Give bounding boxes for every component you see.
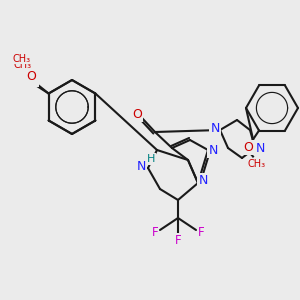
Text: F: F (152, 226, 158, 238)
Text: N: N (136, 160, 146, 172)
Text: F: F (175, 235, 181, 248)
Text: O: O (28, 73, 38, 86)
Text: O: O (243, 141, 253, 154)
Text: N: N (198, 175, 208, 188)
Text: CH₃: CH₃ (248, 158, 266, 169)
Text: N: N (208, 143, 218, 157)
Text: CH₃: CH₃ (13, 53, 31, 64)
Text: H: H (147, 154, 155, 164)
Text: O: O (132, 107, 142, 121)
Text: F: F (198, 226, 204, 238)
Text: O: O (27, 70, 37, 83)
Text: N: N (255, 142, 265, 154)
Text: N: N (210, 122, 220, 134)
Text: CH₃: CH₃ (14, 61, 32, 70)
